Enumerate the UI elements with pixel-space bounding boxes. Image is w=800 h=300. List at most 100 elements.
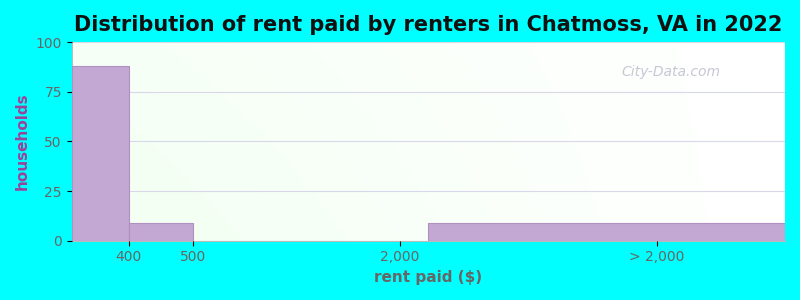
Bar bbox=[268, 74, 271, 76]
Bar bbox=[432, 66, 435, 68]
Bar bbox=[364, 215, 368, 217]
Bar bbox=[486, 104, 489, 106]
Bar bbox=[567, 175, 571, 177]
Bar bbox=[90, 60, 93, 62]
Bar bbox=[742, 98, 746, 100]
Bar bbox=[503, 137, 506, 140]
Bar bbox=[190, 207, 193, 209]
Bar bbox=[574, 86, 578, 88]
Bar bbox=[653, 86, 657, 88]
Bar bbox=[478, 44, 482, 46]
Bar bbox=[236, 72, 239, 74]
Bar bbox=[357, 209, 361, 211]
Bar bbox=[407, 131, 410, 134]
Bar bbox=[682, 231, 685, 233]
Bar bbox=[318, 112, 322, 114]
Bar bbox=[214, 161, 218, 163]
Bar bbox=[682, 116, 685, 118]
Bar bbox=[271, 137, 275, 140]
Bar bbox=[657, 213, 660, 215]
Bar bbox=[161, 128, 164, 130]
Bar bbox=[282, 213, 286, 215]
Bar bbox=[432, 64, 435, 66]
Bar bbox=[753, 149, 757, 151]
Bar bbox=[310, 215, 314, 217]
Bar bbox=[296, 137, 300, 140]
Bar bbox=[503, 219, 506, 221]
Bar bbox=[335, 134, 339, 136]
Bar bbox=[592, 116, 596, 118]
Bar bbox=[303, 116, 307, 118]
Bar bbox=[571, 120, 574, 122]
Bar bbox=[714, 134, 718, 136]
Bar bbox=[243, 56, 246, 58]
Bar bbox=[225, 207, 229, 209]
Bar bbox=[342, 62, 346, 64]
Bar bbox=[107, 90, 111, 92]
Bar bbox=[264, 74, 268, 76]
Bar bbox=[207, 84, 210, 86]
Bar bbox=[236, 134, 239, 136]
Bar bbox=[293, 128, 296, 130]
Bar bbox=[738, 195, 742, 197]
Bar bbox=[268, 84, 271, 86]
Bar bbox=[782, 106, 785, 108]
Bar bbox=[539, 227, 542, 229]
Bar bbox=[403, 165, 407, 167]
Bar bbox=[731, 96, 735, 98]
Bar bbox=[350, 153, 354, 155]
Bar bbox=[750, 231, 753, 233]
Bar bbox=[514, 50, 518, 52]
Bar bbox=[728, 104, 731, 106]
Bar bbox=[246, 173, 250, 175]
Bar bbox=[214, 143, 218, 146]
Bar bbox=[664, 131, 667, 134]
Bar bbox=[450, 110, 454, 112]
Bar bbox=[307, 179, 310, 181]
Bar bbox=[731, 104, 735, 106]
Bar bbox=[718, 146, 721, 147]
Bar bbox=[332, 211, 335, 213]
Bar bbox=[132, 233, 136, 235]
Bar bbox=[246, 213, 250, 215]
Bar bbox=[493, 64, 496, 66]
Bar bbox=[332, 122, 335, 124]
Bar bbox=[125, 239, 129, 241]
Bar bbox=[421, 122, 425, 124]
Bar bbox=[207, 56, 210, 58]
Bar bbox=[335, 125, 339, 128]
Bar bbox=[553, 223, 557, 225]
Bar bbox=[129, 98, 132, 100]
Bar bbox=[618, 72, 621, 74]
Bar bbox=[582, 122, 586, 124]
Bar bbox=[471, 167, 474, 169]
Bar bbox=[193, 177, 197, 179]
Bar bbox=[589, 136, 592, 137]
Bar bbox=[486, 205, 489, 207]
Bar bbox=[753, 231, 757, 233]
Bar bbox=[592, 181, 596, 183]
Bar bbox=[718, 90, 721, 92]
Bar bbox=[307, 98, 310, 100]
Bar bbox=[482, 131, 486, 134]
Bar bbox=[389, 50, 393, 52]
Bar bbox=[489, 149, 493, 151]
Bar bbox=[657, 104, 660, 106]
Bar bbox=[342, 187, 346, 189]
Bar bbox=[500, 70, 503, 72]
Bar bbox=[454, 217, 457, 219]
Bar bbox=[125, 195, 129, 197]
Bar bbox=[557, 78, 560, 80]
Bar bbox=[446, 155, 450, 157]
Bar bbox=[457, 207, 461, 209]
Bar bbox=[254, 177, 257, 179]
Bar bbox=[510, 54, 514, 56]
Bar bbox=[178, 213, 182, 215]
Bar bbox=[664, 106, 667, 108]
Bar bbox=[621, 84, 625, 86]
Bar bbox=[97, 161, 100, 163]
Bar bbox=[386, 149, 389, 151]
Bar bbox=[346, 112, 350, 114]
Bar bbox=[125, 72, 129, 74]
Bar bbox=[342, 177, 346, 179]
